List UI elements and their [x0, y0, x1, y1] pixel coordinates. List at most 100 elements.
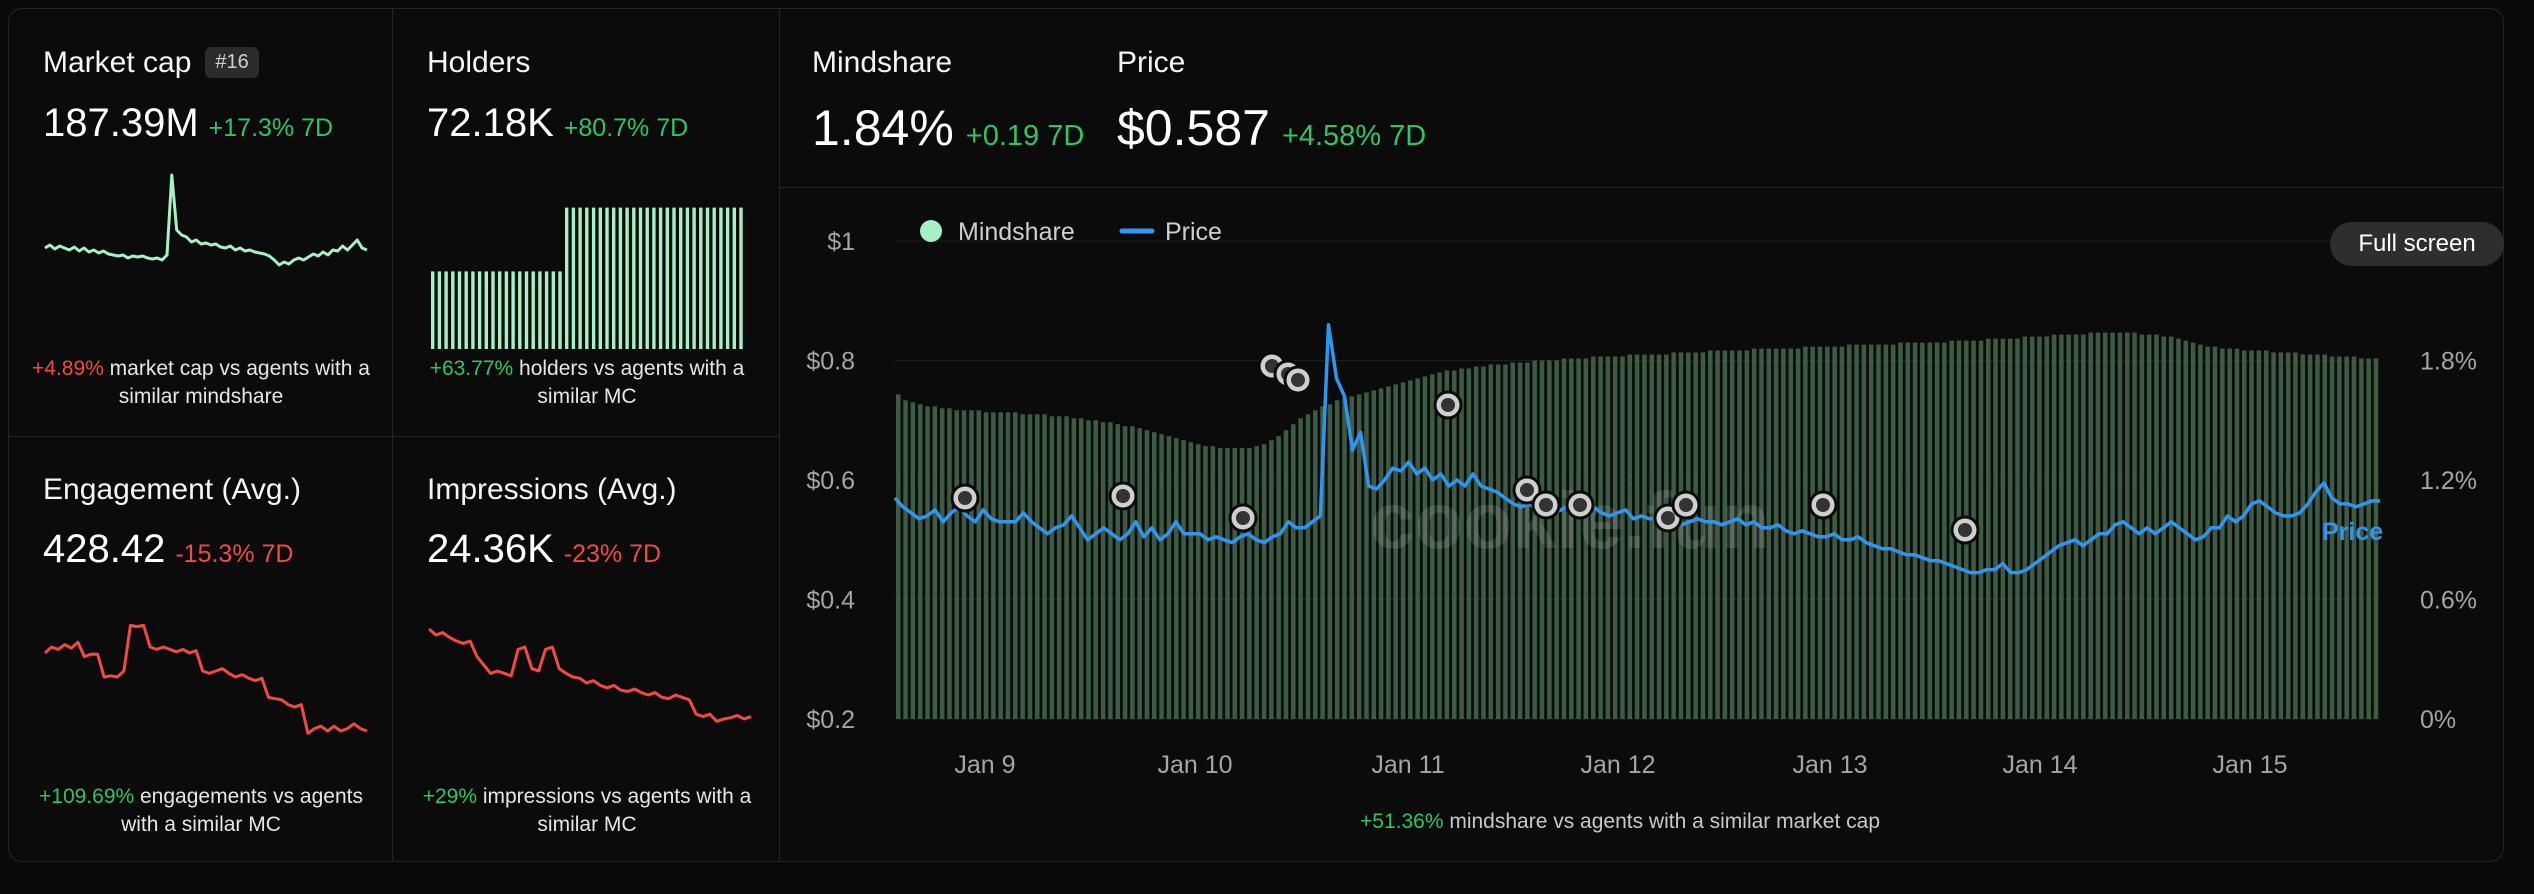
mindshare-bar [2264, 350, 2269, 719]
mindshare-bar [2373, 358, 2379, 719]
holders-bar-sparkline [431, 207, 743, 349]
mindshare-bar [2293, 352, 2298, 719]
mindshare-bar [1488, 364, 1494, 719]
holders-bar [739, 207, 743, 349]
mindshare-bar [1035, 414, 1040, 719]
holders-bar [632, 207, 636, 349]
holders-bar [732, 207, 736, 349]
mindshare-bar [1649, 354, 1655, 719]
legend-mindshare-swatch [920, 220, 942, 242]
mindshare-bar [1049, 416, 1055, 719]
mindshare-bar [1591, 356, 1596, 719]
mindshare-bar [1408, 380, 1413, 719]
mindshare-bar [1927, 342, 1933, 719]
x-tick: Jan 14 [2002, 751, 2077, 779]
mindshare-bar [1415, 378, 1420, 719]
mindshare-bar [1100, 422, 1106, 719]
y-right-tick: 1.8% [2420, 348, 2477, 376]
mindshare-bar [1715, 350, 1720, 719]
impressions-sparkline [428, 627, 752, 723]
market-cap-sparkline [44, 173, 368, 267]
mindshare-bar [1576, 358, 1581, 719]
mindshare-bar [2329, 356, 2335, 719]
price-line [893, 322, 2380, 575]
mindshare-bar [1781, 348, 1786, 719]
mindshare-bar [2081, 334, 2086, 719]
price-value: $0.587 [1117, 100, 1270, 156]
holders-bar [605, 207, 609, 349]
mindshare-bar [1174, 438, 1179, 719]
holders-bar [451, 271, 455, 349]
mindshare-bar [1115, 424, 1121, 719]
impressions-card: Impressions (Avg.) 24.36K -23% 7D +29% im… [393, 437, 779, 861]
legend-price-label: Price [1165, 218, 1222, 246]
holders-bar [638, 207, 643, 349]
mindshare-bar [2256, 350, 2262, 719]
mindshare-bar [1912, 342, 1918, 719]
impressions-foot-pct: +29% [422, 785, 477, 808]
mindshare-bar [1605, 356, 1611, 719]
mindshare-bar [1751, 348, 1757, 719]
mindshare-bar [1876, 344, 1881, 719]
mindshare-bar [1847, 344, 1852, 719]
mindshare-bar [2073, 334, 2079, 719]
engagement-footnote: +109.69% engagements vs agents with a si… [21, 783, 381, 839]
mindshare-bar [1671, 352, 1676, 719]
mindshare-bar [2117, 332, 2123, 719]
mindshare-bar [1993, 338, 1998, 719]
mindshare-bar [2212, 346, 2218, 719]
mindshare-bar [1130, 426, 1135, 719]
holders-bar [444, 271, 448, 349]
mindshare-bar [2271, 352, 2276, 719]
mindshare-bar [1422, 376, 1428, 719]
engagement-value-row: 428.42 -15.3% 7D [43, 527, 293, 572]
mindshare-bar [1854, 344, 1859, 719]
price-series-label: Price [2322, 518, 2383, 546]
mindshare-bar [1737, 350, 1742, 719]
mindshare-bar [2249, 350, 2254, 719]
event-avatar-inner [1441, 398, 1455, 412]
mindshare-bar [1561, 358, 1567, 719]
full-screen-button[interactable]: Full screen [2330, 222, 2504, 266]
mindshare-bar [1554, 360, 1559, 719]
event-avatar-inner [1661, 511, 1675, 525]
mindshare-bar [2103, 332, 2108, 719]
mindshare-bar [1020, 414, 1025, 719]
holders-bar [484, 271, 488, 349]
engagement-line [43, 623, 368, 735]
mindshare-bar [954, 410, 960, 719]
holders-bar [544, 271, 549, 349]
mindshare-bar [976, 410, 982, 719]
mindshare-bar [2168, 336, 2174, 719]
mindshare-bar [1883, 344, 1889, 719]
event-avatar-inner [1291, 373, 1305, 387]
mindshare-bar [1356, 394, 1362, 719]
holders-bar [652, 207, 656, 349]
mindshare-bar [1437, 372, 1442, 719]
mindshare-bar [932, 406, 938, 719]
mindshare-bar [1817, 346, 1823, 719]
holders-bar [431, 271, 435, 349]
mindshare-bar [1517, 362, 1523, 719]
mindshare-bar [1327, 404, 1333, 719]
holders-bar [725, 207, 730, 349]
mindshare-bar [1371, 390, 1377, 719]
price-change: +4.58% 7D [1281, 120, 1427, 152]
mindshare-bar [1334, 400, 1340, 719]
event-avatar-inner [1520, 483, 1534, 497]
holders-bar [471, 271, 475, 349]
holders-foot-pct: +63.77% [429, 357, 514, 380]
mindshare-bar [2154, 334, 2159, 719]
holders-bar [504, 271, 509, 349]
holders-bar [672, 207, 676, 349]
mindshare-bar [1532, 360, 1537, 719]
y-right-tick: 0.6% [2420, 587, 2477, 615]
engagement-sparkline [43, 623, 368, 735]
engagement-change: -15.3% 7D [175, 540, 294, 568]
mindshare-bar [2037, 336, 2042, 719]
mindshare-bar [1473, 366, 1479, 719]
mindshare-bar [1239, 448, 1245, 719]
event-avatar-inner [1573, 498, 1587, 512]
mindshare-bar [2022, 336, 2028, 719]
